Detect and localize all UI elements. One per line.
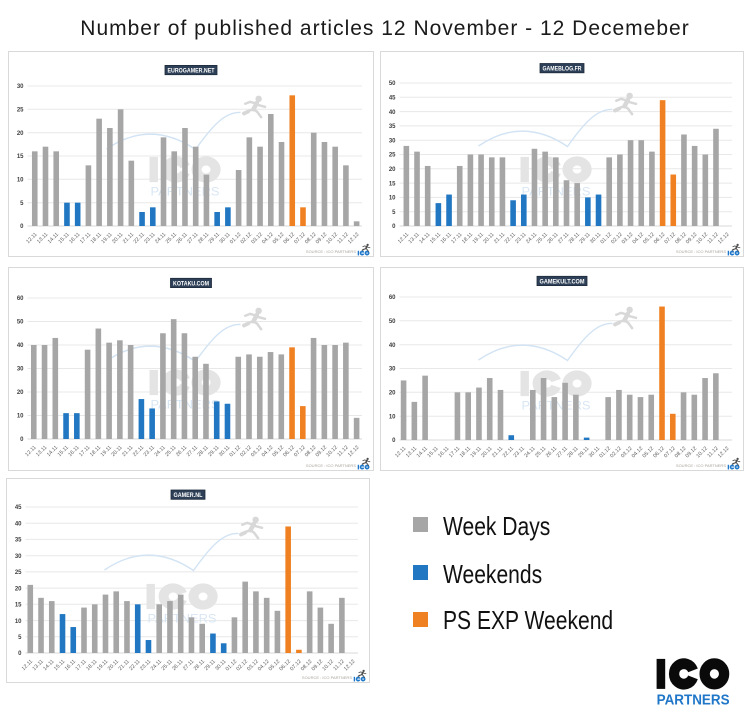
svg-text:20: 20 xyxy=(15,586,22,592)
svg-text:10: 10 xyxy=(17,414,24,420)
svg-text:30: 30 xyxy=(389,138,396,144)
svg-text:10: 10 xyxy=(389,196,396,202)
svg-text:10: 10 xyxy=(15,619,22,625)
svg-text:30: 30 xyxy=(17,367,24,373)
svg-text:5: 5 xyxy=(20,201,24,207)
svg-text:20: 20 xyxy=(389,167,396,173)
svg-text:SOURCE : ICO PARTNERS: SOURCE : ICO PARTNERS xyxy=(306,249,356,254)
svg-text:15: 15 xyxy=(17,154,24,160)
svg-text:50: 50 xyxy=(17,320,24,326)
svg-text:20: 20 xyxy=(389,391,396,397)
svg-text:25: 25 xyxy=(389,153,396,159)
svg-text:GAMER.NL: GAMER.NL xyxy=(174,492,203,499)
svg-text:0: 0 xyxy=(18,651,22,657)
svg-text:5: 5 xyxy=(18,635,22,641)
svg-text:25: 25 xyxy=(17,108,24,114)
svg-text:40: 40 xyxy=(17,343,24,349)
svg-text:50: 50 xyxy=(389,319,396,325)
svg-text:30: 30 xyxy=(15,554,22,560)
svg-text:KOTAKU.COM: KOTAKU.COM xyxy=(173,281,209,288)
svg-text:30: 30 xyxy=(389,367,396,373)
svg-text:15: 15 xyxy=(15,603,22,609)
svg-text:40: 40 xyxy=(389,343,396,349)
svg-text:50: 50 xyxy=(389,81,396,87)
svg-text:35: 35 xyxy=(389,124,396,130)
svg-text:30: 30 xyxy=(17,84,24,90)
svg-text:35: 35 xyxy=(15,538,22,544)
svg-text:0: 0 xyxy=(20,437,24,443)
svg-text:40: 40 xyxy=(389,110,396,116)
svg-text:10: 10 xyxy=(389,414,396,420)
svg-text:40: 40 xyxy=(15,521,22,527)
svg-text:20: 20 xyxy=(17,390,24,396)
svg-text:0: 0 xyxy=(392,438,396,444)
svg-text:0: 0 xyxy=(20,224,24,230)
svg-text:SOURCE : ICO PARTNERS: SOURCE : ICO PARTNERS xyxy=(676,463,726,468)
svg-text:45: 45 xyxy=(15,505,22,511)
svg-text:EUROGAMER.NET: EUROGAMER.NET xyxy=(168,68,215,75)
svg-text:20: 20 xyxy=(17,131,24,137)
svg-text:SOURCE : ICO PARTNERS: SOURCE : ICO PARTNERS xyxy=(302,675,352,680)
svg-text:60: 60 xyxy=(389,295,396,301)
svg-text:GAMEKULT.COM: GAMEKULT.COM xyxy=(540,279,585,286)
svg-text:GAMEBLOG.FR: GAMEBLOG.FR xyxy=(543,66,582,73)
svg-text:PARTNERS: PARTNERS xyxy=(657,691,730,708)
svg-text:0: 0 xyxy=(392,224,396,230)
svg-text:SOURCE : ICO PARTNERS: SOURCE : ICO PARTNERS xyxy=(676,249,726,254)
svg-text:15: 15 xyxy=(389,181,396,187)
svg-text:45: 45 xyxy=(389,96,396,102)
svg-text:60: 60 xyxy=(17,296,24,302)
svg-text:SOURCE : ICO PARTNERS: SOURCE : ICO PARTNERS xyxy=(306,463,356,468)
svg-text:5: 5 xyxy=(392,210,396,216)
svg-text:10: 10 xyxy=(17,178,24,184)
svg-text:25: 25 xyxy=(15,570,22,576)
